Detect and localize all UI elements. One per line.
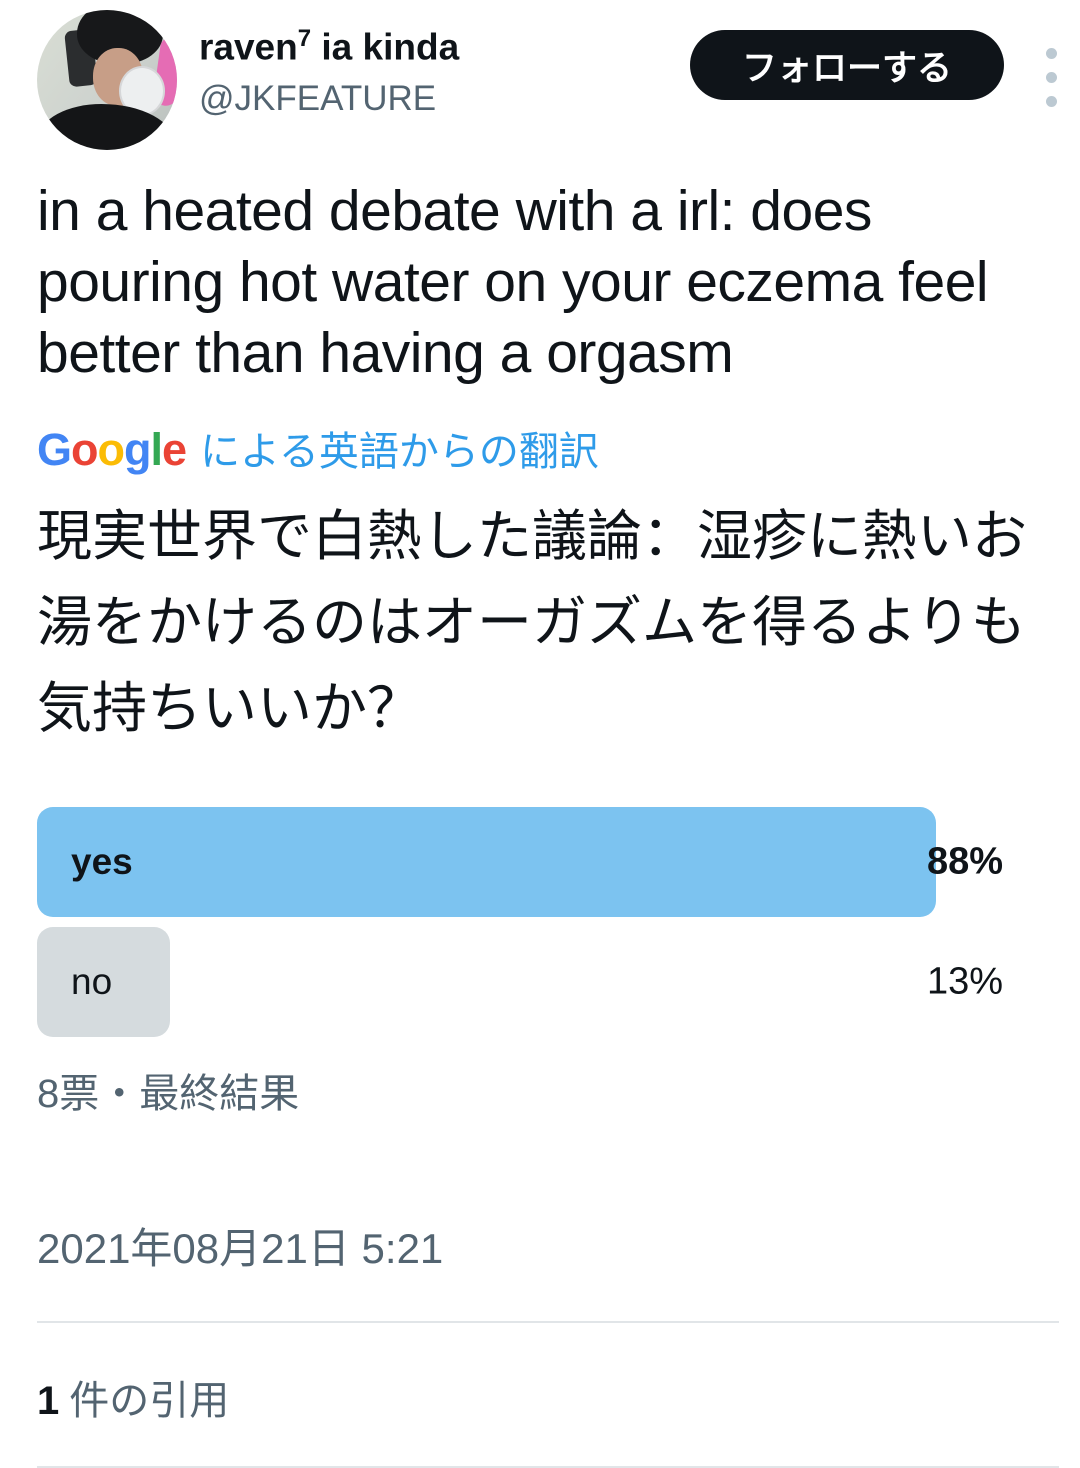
- poll-option-label: no: [71, 961, 113, 1002]
- poll: yes 88% no 13% 8票・最終結果: [37, 807, 1059, 1119]
- kebab-dot: [1046, 48, 1057, 59]
- more-menu-icon[interactable]: [1044, 46, 1059, 109]
- user-handle: @JKFEATURE: [199, 78, 437, 118]
- display-name-superscript: 7: [297, 25, 312, 52]
- tweet-translated-text: 現実世界で白熱した議論：湿疹に熱いお 湯をかけるのはオーガズムを得るよりも 気持…: [37, 493, 1059, 751]
- divider: [37, 1321, 1059, 1323]
- poll-option-label: yes: [71, 841, 133, 882]
- follow-button[interactable]: フォローする: [690, 30, 1004, 100]
- tweet-detail-page: raven7 ia kinda @JKFEATURE フォローする in a h…: [37, 10, 1059, 1468]
- kebab-dot: [1046, 72, 1057, 83]
- kebab-dot: [1046, 96, 1057, 107]
- translation-attribution[interactable]: Google による英語からの翻訳: [37, 419, 1059, 477]
- quote-count: 1: [37, 1379, 60, 1423]
- tweet-header: raven7 ia kinda @JKFEATURE フォローする: [37, 10, 1059, 150]
- translation-attribution-label: による英語からの翻訳: [200, 430, 599, 474]
- tweet-timestamp: 2021年08月21日 5:21: [37, 1225, 444, 1272]
- poll-votes-summary: 8票・最終結果: [37, 1072, 300, 1116]
- tweet-text-line: pouring hot water on your eczema feel: [37, 250, 989, 314]
- poll-bar: [37, 807, 937, 917]
- user-name-block[interactable]: raven7 ia kinda @JKFEATURE: [199, 10, 459, 119]
- tweet-translated-line: 現実世界で白熱した議論：湿疹に熱いお: [37, 505, 1028, 567]
- poll-option-percent: 13%: [926, 960, 1003, 1003]
- display-name: raven7 ia kinda: [199, 25, 460, 68]
- poll-option-percent: 88%: [926, 840, 1003, 883]
- quote-label: 件の引用: [69, 1379, 230, 1423]
- tweet-translated-line: 気持ちいいか？: [37, 677, 423, 739]
- poll-bar: [37, 927, 170, 1037]
- google-logo: Google: [37, 424, 187, 475]
- poll-option-yes: yes 88%: [37, 807, 1059, 917]
- quote-tweets-link[interactable]: 1 件の引用: [37, 1368, 1059, 1426]
- poll-option-no: no 13%: [37, 927, 1059, 1037]
- tweet-text-line: better than having a orgasm: [37, 321, 734, 385]
- tweet-translated-line: 湯をかけるのはオーガズムを得るよりも: [37, 591, 1026, 653]
- tweet-text-line: in a heated debate with a irl: does: [37, 179, 872, 243]
- avatar[interactable]: [37, 10, 177, 150]
- tweet-text: in a heated debate with a irl: does pour…: [37, 176, 1059, 389]
